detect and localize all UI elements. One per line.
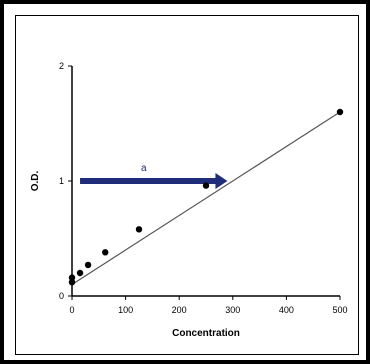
annotation-label: a xyxy=(141,163,147,174)
y-ticks-group: 0 1 2 xyxy=(59,61,72,301)
data-point xyxy=(336,108,344,116)
x-tick-label: 300 xyxy=(225,305,240,315)
data-point xyxy=(202,182,210,189)
x-tick-label: 500 xyxy=(332,305,347,315)
fit-line xyxy=(71,111,341,286)
data-point xyxy=(68,274,76,281)
x-tick-label: 100 xyxy=(118,305,133,315)
x-ticks-group: 0 100 200 300 400 500 xyxy=(69,296,348,315)
data-point xyxy=(102,249,109,256)
y-axis-title: O.D. xyxy=(30,171,41,192)
data-point xyxy=(68,279,76,286)
y-tick-label: 2 xyxy=(59,61,64,71)
data-point xyxy=(84,261,92,269)
x-tick-label: 200 xyxy=(172,305,187,315)
data-point xyxy=(135,226,143,233)
annotation-arrow-head xyxy=(215,173,228,189)
data-points-group xyxy=(68,108,344,286)
annotation-arrow-group: a xyxy=(80,163,228,189)
y-tick-label: 0 xyxy=(59,291,64,301)
x-axis-title: Concentration xyxy=(172,328,240,339)
x-tick-label: 400 xyxy=(279,305,294,315)
data-point xyxy=(76,269,84,277)
y-tick-label: 1 xyxy=(59,176,64,186)
x-tick-label: 0 xyxy=(69,305,74,315)
